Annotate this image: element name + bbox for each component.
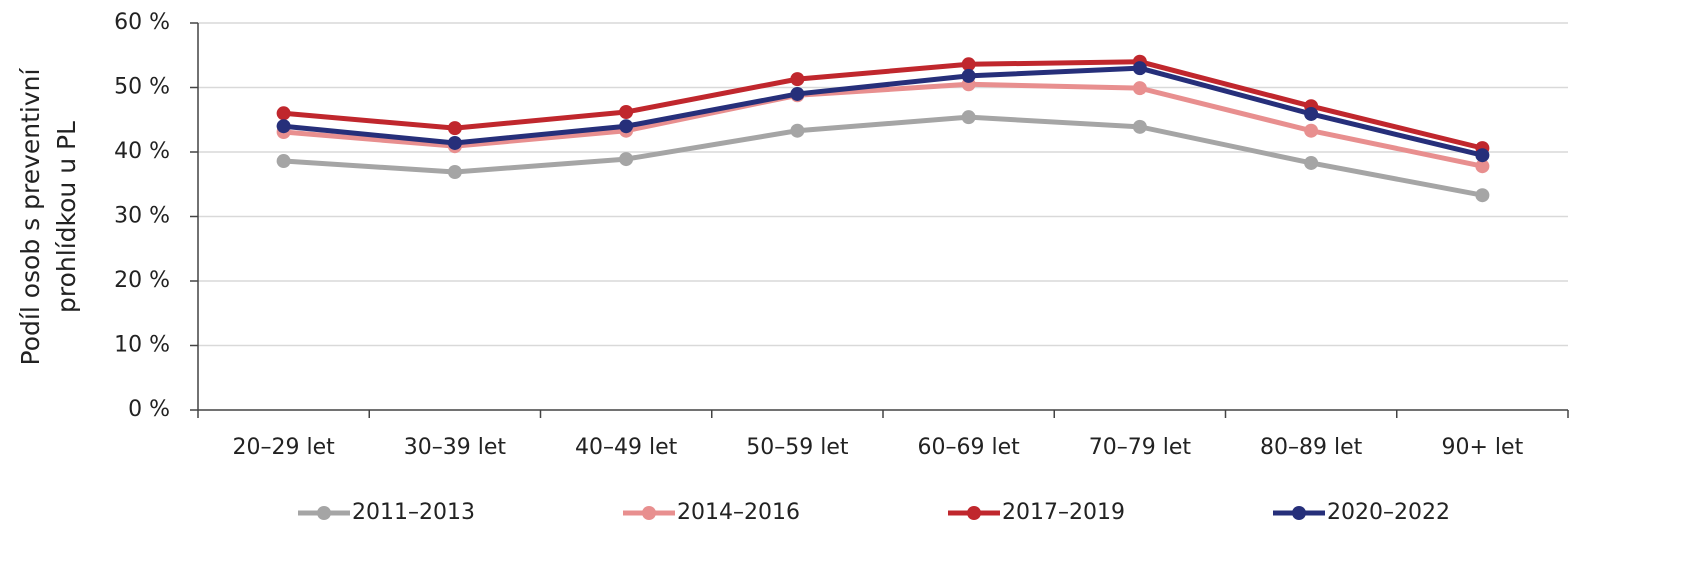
legend-marker [317, 506, 331, 520]
y-tick-label: 50 % [114, 75, 170, 100]
data-point [790, 86, 805, 101]
y-tick-label: 10 % [114, 333, 170, 358]
legend-marker [967, 506, 981, 520]
y-axis-label-line: Podíl osob s preventivní [16, 67, 45, 365]
data-point [619, 119, 634, 134]
data-point [790, 72, 805, 87]
x-tick-label: 20–29 let [232, 435, 335, 460]
data-point [447, 164, 462, 179]
data-point [1304, 106, 1319, 121]
data-point [790, 123, 805, 138]
data-point [1132, 119, 1147, 134]
data-point [1304, 123, 1319, 138]
data-point [619, 105, 634, 120]
data-point [1132, 61, 1147, 76]
legend-label: 2017–2019 [1002, 500, 1125, 525]
y-tick-label: 20 % [114, 268, 170, 293]
data-point [619, 152, 634, 167]
series-line [283, 114, 1483, 198]
data-point [1475, 188, 1490, 203]
x-tick-label: 50–59 let [746, 435, 849, 460]
legend-label: 2011–2013 [352, 500, 475, 525]
legend-marker [642, 506, 656, 520]
y-tick-label: 40 % [114, 139, 170, 164]
data-point [961, 57, 976, 72]
data-point [1132, 81, 1147, 96]
y-tick-label: 60 % [114, 10, 170, 35]
x-tick-label: 70–79 let [1089, 435, 1192, 460]
data-point [447, 135, 462, 150]
x-tick-label: 40–49 let [575, 435, 678, 460]
y-tick-label: 30 % [114, 204, 170, 229]
legend-label: 2020–2022 [1327, 500, 1450, 525]
data-point [447, 121, 462, 136]
legend-label: 2014–2016 [677, 500, 800, 525]
y-axis-label-line: prohlídkou u PL [52, 121, 81, 313]
series-line [283, 59, 1483, 151]
data-point [961, 110, 976, 125]
data-point [276, 106, 291, 121]
data-point [1475, 159, 1490, 174]
data-point [1475, 148, 1490, 163]
x-tick-label: 30–39 let [404, 435, 507, 460]
data-point [1304, 155, 1319, 170]
x-tick-label: 60–69 let [917, 435, 1020, 460]
data-point [276, 119, 291, 134]
data-point [961, 68, 976, 83]
series-line [283, 81, 1483, 169]
y-tick-label: 0 % [128, 397, 170, 422]
data-point [276, 154, 291, 169]
x-tick-label: 90+ let [1442, 435, 1524, 460]
y-axis-label: Podíl osob s preventivní prohlídkou u PL [16, 67, 81, 365]
series-line [283, 65, 1483, 158]
legend-marker [1292, 506, 1306, 520]
x-tick-label: 80–89 let [1260, 435, 1363, 460]
